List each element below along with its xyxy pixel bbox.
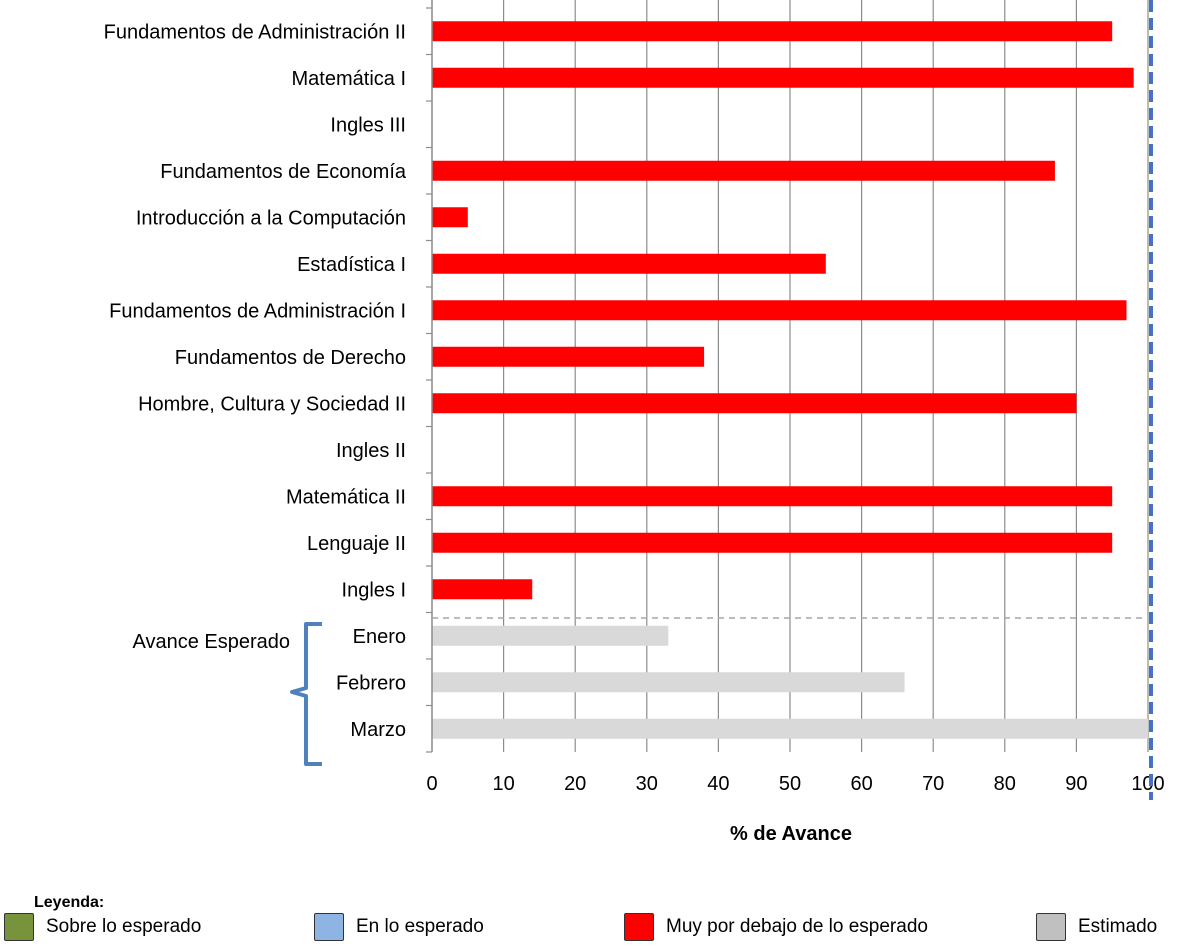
bar <box>432 207 468 228</box>
category-label: Matemática II <box>286 486 406 508</box>
x-tick-label: 0 <box>426 773 437 795</box>
legend-item-en: En lo esperado <box>314 912 484 942</box>
x-tick-label: 20 <box>564 773 586 795</box>
legend-label: Estimado <box>1078 916 1158 937</box>
expected-bar <box>432 718 1148 739</box>
gridlines <box>503 0 1149 752</box>
x-tick-label: 70 <box>922 773 944 795</box>
legend-item-sobre: Sobre lo esperado <box>4 912 201 942</box>
legend-label: Sobre lo esperado <box>46 916 202 937</box>
legend-title: Leyenda: <box>34 894 105 911</box>
chart: Fundamentos de Administración II Matemáti… <box>104 0 1165 845</box>
category-label: Fundamentos de Administración II <box>104 21 406 43</box>
category-label: Estadística I <box>297 254 406 276</box>
legend-swatch <box>314 913 344 941</box>
bars <box>432 21 1148 739</box>
x-tick-labels: 0 10 20 30 40 50 60 70 80 90 100 <box>426 773 1164 795</box>
category-label: Fundamentos de Economía <box>160 161 407 183</box>
expected-bar <box>432 625 669 646</box>
bar <box>432 579 533 600</box>
category-labels: Fundamentos de Administración II Matemáti… <box>104 21 407 741</box>
x-tick-label: 10 <box>492 773 514 795</box>
expected-group-bracket <box>290 622 322 766</box>
expected-bar <box>432 672 905 693</box>
legend-item-estimado: Estimado <box>1036 912 1157 942</box>
expected-category-label: Febrero <box>336 672 406 694</box>
bar <box>432 21 1113 42</box>
expected-category-label: Marzo <box>350 719 406 741</box>
legend-label: Muy por debajo de lo esperado <box>666 916 928 937</box>
category-label: Fundamentos de Derecho <box>175 347 406 369</box>
category-label: Ingles II <box>336 440 406 462</box>
category-label: Hombre, Cultura y Sociedad II <box>138 393 406 415</box>
category-label: Ingles I <box>342 579 406 601</box>
bar <box>432 532 1113 553</box>
x-tick-label: 30 <box>636 773 658 795</box>
legend-swatch <box>1036 913 1066 941</box>
bar <box>432 160 1055 181</box>
category-label: Fundamentos de Administración I <box>109 300 406 322</box>
legend-item-muy: Muy por debajo de lo esperado <box>624 912 928 942</box>
x-tick-label: 100 <box>1131 773 1164 795</box>
expected-category-label: Enero <box>353 626 406 648</box>
legend-swatch <box>4 913 34 941</box>
x-tick-label: 80 <box>994 773 1016 795</box>
bar <box>432 346 705 367</box>
legend-swatch <box>624 913 654 941</box>
bar <box>432 67 1134 88</box>
bar <box>432 300 1127 321</box>
category-label: Lenguaje II <box>307 533 406 555</box>
bar <box>432 253 826 274</box>
bar <box>432 393 1077 414</box>
bar <box>432 486 1113 507</box>
x-tick-label: 50 <box>779 773 801 795</box>
category-label: Ingles III <box>330 114 406 136</box>
x-axis-label: % de Avance <box>730 823 852 845</box>
legend-label: En lo esperado <box>356 916 484 937</box>
category-label: Introducción a la Computación <box>136 207 406 229</box>
x-tick-label: 90 <box>1065 773 1087 795</box>
x-tick-label: 40 <box>707 773 729 795</box>
category-label: Matemática I <box>292 68 406 90</box>
x-tick-label: 60 <box>850 773 872 795</box>
expected-group-label: Avance Esperado <box>132 631 290 653</box>
axes <box>426 0 433 753</box>
